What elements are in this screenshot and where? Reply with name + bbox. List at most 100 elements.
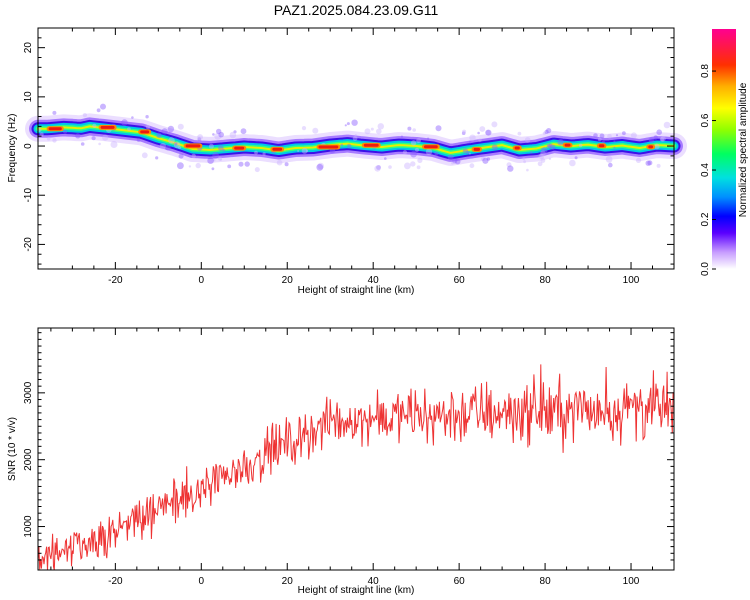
spectrogram-frame (37, 27, 675, 270)
snr-panel: -20 0 20 40 60 80 100 3000 2000 1000 Height of s… (7, 327, 675, 596)
spectrogram-speckle (647, 160, 653, 166)
spectrogram-speckle (402, 150, 408, 155)
spectrogram-speckle (491, 144, 498, 151)
spectrogram-speckle (410, 161, 416, 167)
spectrogram-speckle (466, 150, 471, 155)
spectrogram-x-tick-labels: -20 0 20 40 60 80 100 (108, 275, 640, 286)
snr-x-axis-label: Height of straight line (km) (298, 585, 415, 596)
spectrogram-hotspot-core (648, 145, 654, 149)
spectrogram-image (25, 103, 687, 173)
spectrogram-y-axis-label: Frequency (Hz) (7, 114, 18, 183)
spectrogram-speckle (197, 137, 202, 141)
spectrogram-speckle (416, 138, 421, 144)
spectrogram-speckle (168, 137, 175, 144)
spectrogram-speckle (340, 143, 344, 147)
spectrogram-speckle (485, 129, 492, 136)
spectrogram-speckle (414, 147, 420, 152)
spectrogram-speckle (346, 122, 350, 126)
spectrogram-speckle (491, 121, 498, 128)
colorbar-tick-label: 0.8 (700, 64, 711, 78)
spectrogram-speckle (517, 131, 522, 136)
spectrogram-speckle (468, 140, 472, 144)
spectrogram-speckle (145, 124, 151, 130)
spectrogram-speckle (540, 150, 546, 156)
spectrogram-speckle (653, 135, 658, 140)
x-tick-label: 100 (623, 576, 640, 587)
spectrogram-ticks (38, 27, 675, 269)
spectrogram-hotspot-core (100, 125, 115, 129)
spectrogram-speckle (297, 150, 300, 152)
spectrogram-speckle (173, 141, 181, 149)
spectrogram-speckle (110, 141, 118, 148)
spectrogram-speckle (404, 162, 411, 170)
spectrogram-speckle (538, 153, 545, 160)
spectrogram-speckle (254, 150, 258, 155)
spectrogram-speckle (233, 130, 237, 134)
spectrogram-speckle (410, 140, 417, 146)
spectrogram-speckle (622, 131, 626, 136)
spectrogram-speckle (191, 153, 196, 159)
spectrogram-speckle (384, 157, 387, 160)
spectrogram-speckle (102, 134, 109, 141)
y-tick-label: 10 (23, 91, 34, 103)
spectrogram-speckle (317, 162, 325, 170)
spectrogram-hotspot-core (185, 144, 201, 148)
spectrogram-x-axis-label: Height of straight line (km) (298, 285, 415, 296)
x-tick-label: 60 (454, 576, 466, 587)
spectrogram-speckle (481, 156, 485, 161)
spectrogram-speckle (174, 142, 178, 146)
x-tick-label: 20 (282, 576, 294, 587)
spectrogram-speckle (214, 132, 222, 140)
spectrogram-speckle (607, 134, 612, 139)
spectrogram-speckle (485, 129, 491, 136)
spectrogram-speckle (145, 115, 149, 119)
spectrogram-speckle (229, 131, 237, 139)
spectrogram-speckle (400, 135, 404, 138)
x-tick-label: 100 (623, 275, 640, 286)
spectrogram-speckle (656, 163, 661, 168)
spectrogram-speckle (427, 137, 430, 140)
spectrogram-speckle (165, 144, 171, 151)
spectrogram-speckle (663, 121, 671, 129)
spectrogram-hotspot-core (363, 143, 379, 147)
spectrogram-speckle (550, 144, 556, 150)
spectrogram-speckle (167, 125, 175, 133)
spectrogram-speckle (82, 113, 87, 118)
spectrogram-speckle (354, 134, 357, 136)
spectrogram-speckle (468, 152, 471, 155)
spectrogram-speckle (178, 146, 182, 150)
spectrogram-speckle (630, 132, 637, 139)
spectrogram-speckle (425, 148, 433, 156)
x-tick-label: 0 (199, 576, 205, 587)
spectrogram-hotspot-core (234, 146, 245, 150)
spectrogram-speckle (530, 151, 533, 154)
snr-y-axis-label: SNR (10 * v/v) (7, 417, 18, 481)
spectrogram-speckle (482, 157, 489, 164)
spectrogram-speckle (136, 138, 141, 143)
spectrogram-speckle (507, 165, 514, 172)
spectrogram-speckle (374, 165, 381, 172)
spectrogram-speckle (506, 162, 512, 168)
spectrogram-speckle (452, 158, 458, 164)
x-tick-label: 40 (368, 275, 380, 286)
spectrogram-speckle (207, 157, 214, 164)
spectrogram-speckle (316, 163, 324, 171)
y-tick-label: -10 (23, 188, 34, 203)
y-tick-label: -20 (23, 237, 34, 252)
spectrogram-speckle (653, 143, 660, 150)
spectrogram-speckle (542, 131, 547, 135)
spectrogram-speckle (284, 162, 289, 167)
spectrogram-speckle (478, 138, 482, 142)
spectrogram-speckle (46, 137, 51, 141)
spectrogram-speckle (364, 128, 371, 135)
snr-frame (37, 327, 675, 571)
spectrogram-speckle (613, 146, 616, 149)
spectrogram-speckle (540, 147, 548, 154)
spectrogram-speckle (208, 143, 214, 149)
spectrogram-speckle (597, 137, 602, 142)
spectrogram-speckle (522, 157, 526, 161)
colorbar-tick-label: 0.6 (700, 113, 711, 127)
spectrogram-speckle (218, 156, 223, 161)
spectrogram-speckle (469, 134, 476, 141)
